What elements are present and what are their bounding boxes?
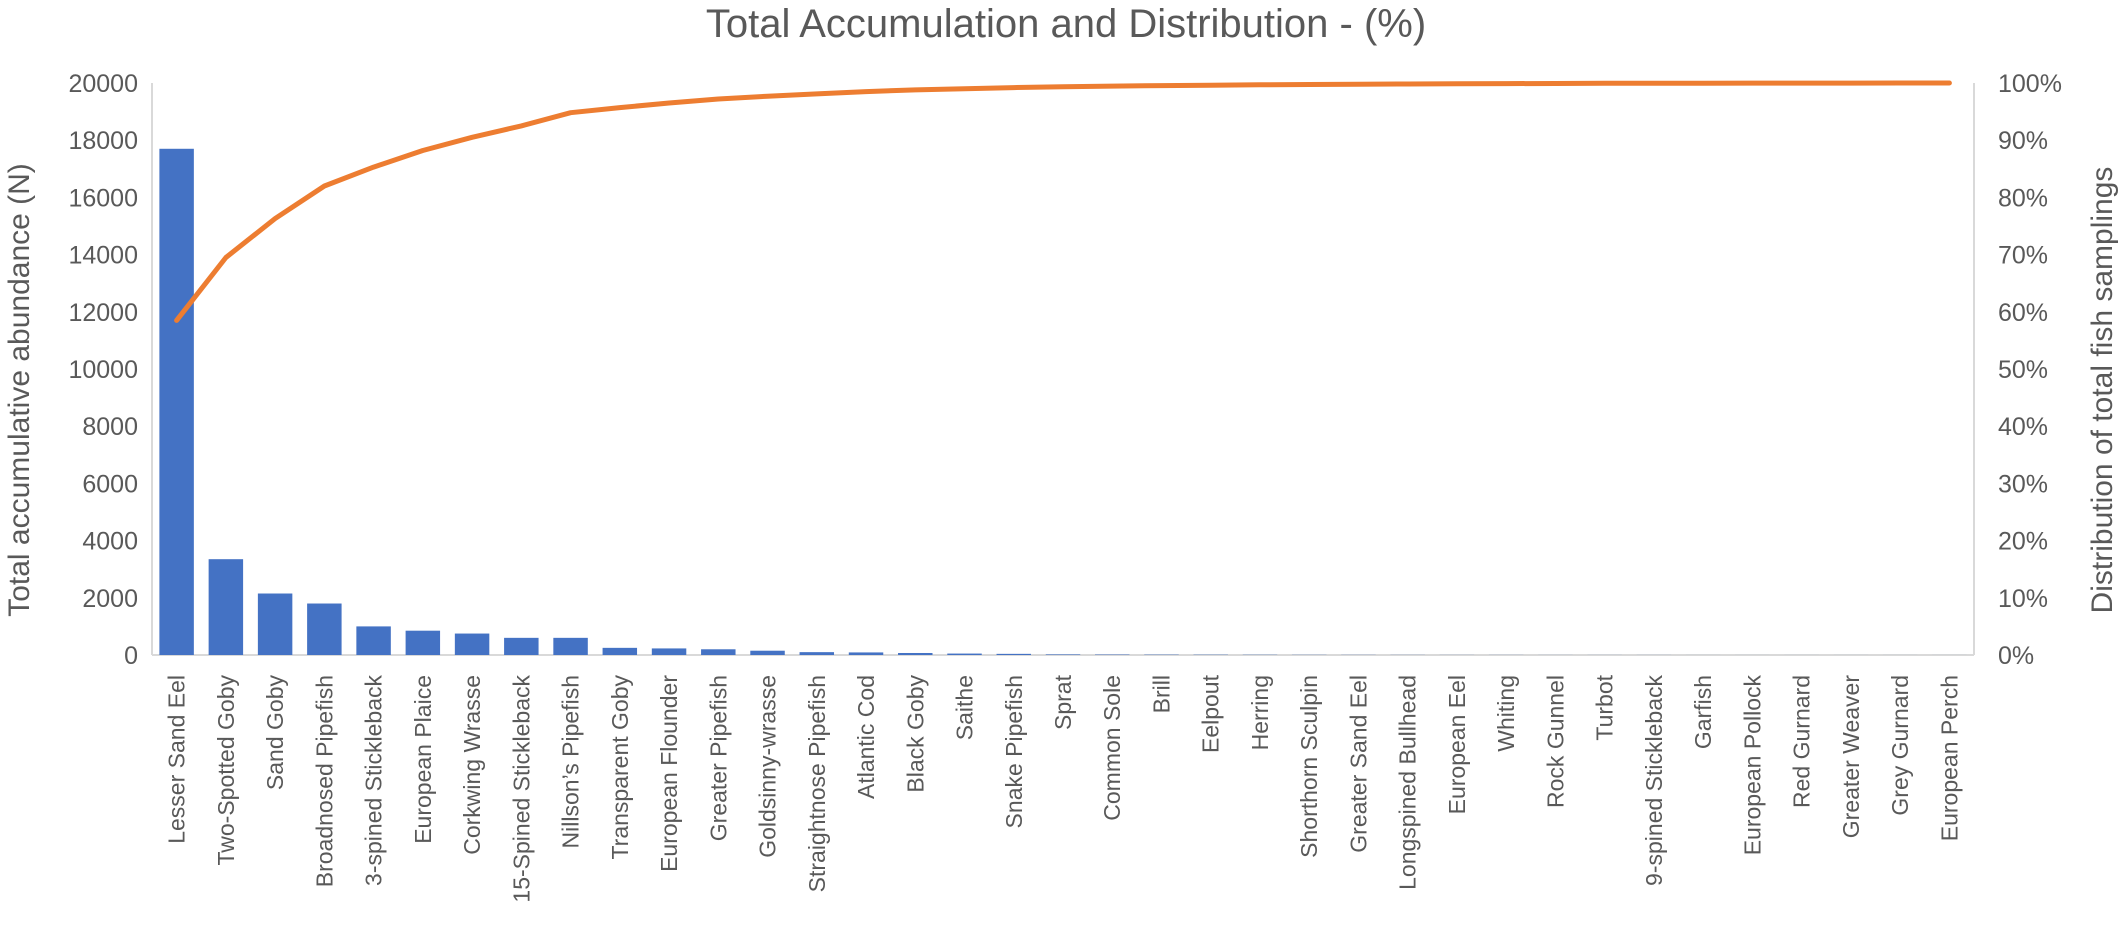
bar xyxy=(701,649,735,655)
x-tick-label: Snake Pipefish xyxy=(1001,675,1027,828)
bar xyxy=(898,653,932,655)
plot-area: 0 2000 4000 6000 8000 10000 12000 14000 16000 180… xyxy=(68,70,2061,903)
x-tick-label: Greater Pipefish xyxy=(705,675,731,841)
y-tick-label: 4000 xyxy=(82,528,138,556)
x-tick-label: 15-Spined Stickleback xyxy=(508,675,534,903)
x-tick-label: Transparent Goby xyxy=(607,675,633,860)
y2-tick-label: 40% xyxy=(1998,413,2048,441)
x-tick-label: European Flounder xyxy=(656,675,682,872)
x-tick-label: Broadnosed Pipefish xyxy=(311,675,337,887)
y-tick-label: 2000 xyxy=(82,585,138,613)
x-tick-label: Shorthorn Sculpin xyxy=(1296,675,1322,858)
x-tick-label: Greater Weaver xyxy=(1838,675,1864,839)
y-tick-label: 20000 xyxy=(68,70,138,98)
x-tick-label: European Perch xyxy=(1936,675,1962,841)
x-tick-label: Longspined Bullhead xyxy=(1395,675,1421,890)
y-tick-label: 16000 xyxy=(68,184,138,212)
y2-tick-label: 80% xyxy=(1998,184,2048,212)
y-tick-label: 8000 xyxy=(82,413,138,441)
x-tick-label: Sand Goby xyxy=(262,675,288,791)
x-tick-label: Whiting xyxy=(1493,675,1519,752)
y-tick-label: 0 xyxy=(124,642,138,670)
y2-tick-label: 20% xyxy=(1998,528,2048,556)
y-axis-title: Total accumulative abundance (N) xyxy=(3,163,36,617)
x-tick-label: Atlantic Cod xyxy=(853,675,879,799)
bar xyxy=(603,648,637,655)
x-tick-label: Two-Spotted Goby xyxy=(213,675,239,866)
x-tick-label: Lesser Sand Eel xyxy=(164,675,190,844)
x-tick-label: Eelpout xyxy=(1198,674,1224,753)
x-tick-label: Brill xyxy=(1148,675,1174,713)
bar xyxy=(652,648,686,655)
y-tick-label: 18000 xyxy=(68,127,138,155)
x-tick-label: Straightnose Pipefish xyxy=(804,675,830,892)
bar xyxy=(800,652,834,655)
x-tick-label: Garfish xyxy=(1690,675,1716,749)
y2-tick-label: 60% xyxy=(1998,299,2048,327)
bar xyxy=(849,652,883,655)
cumulative-line xyxy=(177,83,1950,320)
y2-tick-label: 90% xyxy=(1998,127,2048,155)
x-tick-label: Goldsinny-wrasse xyxy=(755,675,781,858)
bar xyxy=(1046,654,1080,655)
bar xyxy=(504,638,538,655)
bar xyxy=(356,626,390,655)
y2-tick-label: 50% xyxy=(1998,356,2048,384)
x-tick-label: European Plaice xyxy=(410,675,436,844)
chart-title: Total Accumulation and Distribution - (%… xyxy=(706,2,1426,46)
x-tick-label: Saithe xyxy=(952,675,978,740)
x-tick-label: European Pollock xyxy=(1739,675,1765,856)
bar xyxy=(750,651,784,655)
y2-tick-label: 100% xyxy=(1998,70,2062,98)
y2-axis-title: Distribution of total fish samplings xyxy=(2086,167,2119,614)
bar xyxy=(159,149,193,655)
x-tick-label: 9-spined Stickleback xyxy=(1641,675,1667,886)
bar xyxy=(553,638,587,655)
y-tick-label: 12000 xyxy=(68,299,138,327)
bar xyxy=(455,634,489,655)
x-tick-label: Nillson’s Pipefish xyxy=(558,675,584,848)
bar xyxy=(258,594,292,655)
x-tick-label: 3-spined Stickleback xyxy=(361,675,387,886)
x-tick-label: European Eel xyxy=(1444,675,1470,814)
y2-tick-label: 0% xyxy=(1998,642,2034,670)
x-tick-label: Herring xyxy=(1247,675,1273,750)
x-tick-label: Greater Sand Eel xyxy=(1345,675,1371,853)
y-tick-label: 10000 xyxy=(68,356,138,384)
x-tick-label: Grey Gurnard xyxy=(1887,675,1913,816)
y2-tick-label: 10% xyxy=(1998,585,2048,613)
y2-tick-label: 30% xyxy=(1998,470,2048,498)
x-tick-label: Turbot xyxy=(1592,674,1618,740)
x-tick-label: Sprat xyxy=(1050,674,1076,730)
x-tick-label: Rock Gunnel xyxy=(1542,675,1568,808)
bar xyxy=(307,604,341,655)
y-tick-label: 6000 xyxy=(82,470,138,498)
bar xyxy=(997,654,1031,655)
x-tick-label: Black Goby xyxy=(902,675,928,793)
bar xyxy=(947,654,981,655)
x-tick-label: Corkwing Wrasse xyxy=(459,675,485,855)
x-tick-label: Red Gurnard xyxy=(1789,675,1815,808)
bar xyxy=(209,559,243,655)
y2-tick-label: 70% xyxy=(1998,242,2048,270)
x-tick-label: Common Sole xyxy=(1099,675,1125,821)
bar xyxy=(406,631,440,655)
y-tick-label: 14000 xyxy=(68,242,138,270)
